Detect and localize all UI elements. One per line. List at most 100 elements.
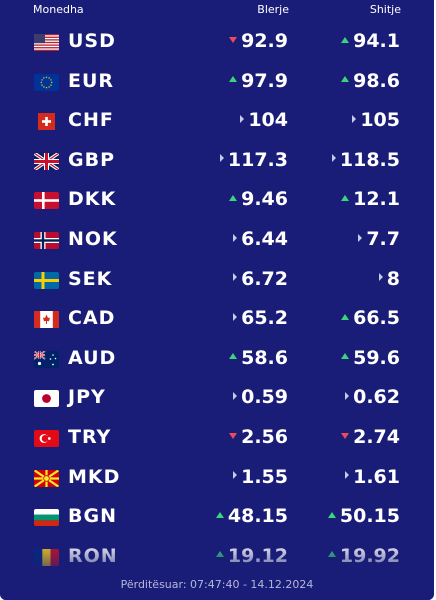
- currency-row-sek: SEK 6.72 8: [0, 263, 434, 303]
- bottom-fade-overlay: [0, 540, 434, 600]
- currency-row-gbp: GBP 117.3 118.5: [0, 144, 434, 184]
- trend-up-icon: [229, 76, 238, 83]
- trend-up-icon: [341, 76, 350, 83]
- sell-rate: 8: [378, 267, 400, 290]
- sell-rate: 59.6: [341, 347, 400, 369]
- trend-unchanged-icon: [240, 114, 245, 123]
- buy-rate: 1.55: [233, 466, 288, 488]
- tr-flag-icon: [34, 430, 59, 447]
- sell-rate-value: 0.62: [353, 386, 400, 409]
- us-flag-icon: [34, 34, 59, 51]
- sell-rate: 118.5: [331, 148, 400, 171]
- sell-rate-value: 94.1: [353, 30, 400, 52]
- buy-rate: 58.6: [229, 347, 288, 369]
- buy-rate: 104: [240, 109, 288, 131]
- buy-rate-value: 117.3: [227, 148, 288, 171]
- trend-unchanged-icon: [345, 391, 350, 400]
- sell-rate-value: 12.1: [353, 188, 400, 211]
- trend-unchanged-icon: [233, 312, 238, 321]
- sell-rate-value: 7.7: [366, 228, 400, 250]
- buy-rate-value: 58.6: [241, 346, 288, 369]
- buy-rate: 48.15: [215, 505, 288, 527]
- currency-row-jpy: JPY 0.59 0.62: [0, 381, 434, 421]
- buy-rate-value: 6.44: [241, 228, 288, 250]
- buy-rate: 6.72: [233, 268, 288, 290]
- buy-rate: 2.56: [229, 426, 288, 448]
- trend-unchanged-icon: [358, 233, 363, 242]
- buy-rate: 65.2: [233, 307, 288, 329]
- trend-up-icon: [341, 313, 350, 320]
- sell-rate-value: 50.15: [339, 505, 400, 528]
- currency-row-try: TRY 2.56 2.74: [0, 421, 434, 461]
- ca-flag-icon: [34, 311, 59, 329]
- trend-unchanged-icon: [352, 114, 357, 123]
- trend-up-icon: [229, 353, 238, 360]
- currency-row-nok: NOK 6.44 7.7: [0, 223, 434, 263]
- currency-code: NOK: [68, 228, 118, 250]
- bg-flag-icon: [34, 509, 59, 527]
- buy-rate-value: 9.46: [241, 188, 288, 211]
- sell-rate: 12.1: [341, 188, 400, 210]
- header-sell: Shitje: [369, 3, 401, 16]
- sell-rate-value: 118.5: [339, 148, 400, 171]
- sell-rate: 0.62: [345, 386, 400, 408]
- header-currency: Monedha: [33, 3, 84, 16]
- buy-rate-value: 65.2: [241, 307, 288, 330]
- gb-flag-icon: [34, 152, 59, 170]
- currency-row-bgn: BGN 48.15 50.15: [0, 500, 434, 540]
- currency-row-cad: CAD 65.2 66.5: [0, 302, 434, 342]
- jp-flag-icon: [34, 390, 59, 408]
- sell-rate-value: 1.61: [353, 465, 400, 488]
- currency-row-aud: AUD 58.6 59.6: [0, 342, 434, 382]
- trend-up-icon: [341, 194, 350, 201]
- trend-down-icon: [341, 432, 350, 439]
- table-header: Monedha Blerje Shitje: [0, 3, 434, 19]
- buy-rate: 0.59: [233, 386, 288, 408]
- sell-rate-value: 66.5: [353, 307, 400, 330]
- currency-row-usd: USD 92.9 94.1: [0, 25, 434, 65]
- buy-rate-value: 6.72: [241, 267, 288, 290]
- currency-code: BGN: [68, 505, 117, 528]
- eu-flag-icon: [34, 73, 59, 91]
- trend-unchanged-icon: [331, 154, 336, 163]
- sell-rate: 105: [352, 109, 400, 131]
- buy-rate: 97.9: [229, 70, 288, 92]
- buy-rate-value: 1.55: [241, 465, 288, 488]
- buy-rate-value: 92.9: [241, 30, 288, 52]
- currency-code: AUD: [68, 346, 117, 369]
- sell-rate: 1.61: [345, 466, 400, 488]
- currency-code: GBP: [68, 148, 116, 171]
- trend-unchanged-icon: [233, 471, 238, 480]
- sell-rate: 66.5: [341, 307, 400, 329]
- sell-rate: 50.15: [327, 505, 400, 528]
- currency-code: USD: [68, 30, 116, 52]
- sell-rate: 2.74: [341, 426, 400, 448]
- trend-down-icon: [229, 36, 238, 43]
- ch-flag-icon: [34, 113, 59, 131]
- trend-up-icon: [341, 36, 350, 43]
- buy-rate: 9.46: [229, 188, 288, 210]
- sell-rate: 98.6: [341, 70, 400, 92]
- buy-rate-value: 97.9: [241, 69, 288, 92]
- trend-down-icon: [229, 432, 238, 439]
- sell-rate-value: 59.6: [353, 346, 400, 369]
- dk-flag-icon: [34, 192, 59, 210]
- currency-row-dkk: DKK 9.46 12.1: [0, 183, 434, 223]
- trend-unchanged-icon: [233, 233, 238, 242]
- currency-code: TRY: [68, 426, 112, 448]
- currency-code: EUR: [68, 69, 115, 92]
- sell-rate-value: 105: [360, 109, 400, 132]
- sell-rate: 94.1: [341, 30, 400, 52]
- trend-up-icon: [215, 511, 224, 518]
- currency-row-chf: CHF 104 105: [0, 104, 434, 144]
- currency-code: CAD: [68, 307, 116, 330]
- currency-code: JPY: [68, 386, 106, 409]
- currency-code: CHF: [68, 109, 114, 132]
- currency-code: DKK: [68, 188, 117, 211]
- no-flag-icon: [34, 232, 59, 249]
- sell-rate-value: 8: [386, 267, 400, 290]
- se-flag-icon: [34, 271, 59, 289]
- au-flag-icon: [34, 350, 59, 368]
- trend-up-icon: [327, 511, 336, 518]
- trend-up-icon: [341, 353, 350, 360]
